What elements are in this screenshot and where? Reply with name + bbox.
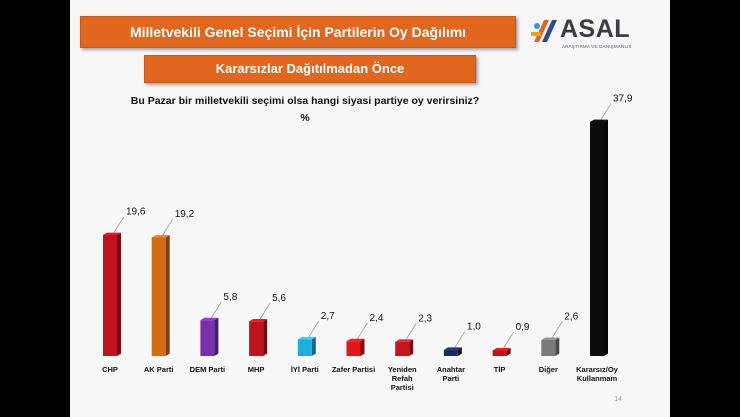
value-label: 2,3	[418, 313, 432, 324]
bar	[346, 341, 361, 356]
bar-top	[346, 338, 365, 342]
bar-top	[492, 348, 511, 351]
category-label: Anahtar Parti	[437, 365, 465, 383]
leader-line	[357, 322, 368, 339]
bar	[395, 341, 410, 356]
bar-top	[200, 317, 219, 321]
leader-line	[600, 103, 612, 120]
category-label: Zafer Partisi	[332, 365, 375, 374]
leader-line	[551, 321, 563, 338]
bar-top	[297, 336, 316, 340]
bar-side	[311, 336, 316, 356]
category-label: DEM Parti	[190, 365, 225, 374]
bar-top	[103, 232, 121, 235]
category-label: Yeniden Refah Partisi	[388, 365, 417, 392]
bar	[249, 321, 264, 356]
bar	[151, 237, 166, 356]
bar	[297, 339, 312, 356]
value-label: 0,9	[516, 322, 530, 333]
bar-side	[506, 348, 511, 356]
bar-side	[360, 338, 365, 356]
value-label: 1,0	[467, 321, 481, 332]
bar-side	[214, 317, 219, 356]
bar-top	[395, 339, 414, 342]
bar	[590, 121, 604, 356]
bar-top	[541, 337, 560, 340]
category-label: AK Parti	[144, 365, 174, 374]
bar-side	[263, 319, 268, 356]
value-label: 19,2	[175, 209, 195, 220]
value-label: 5,8	[223, 292, 237, 303]
category-label: Diğer	[539, 365, 558, 374]
leader-line	[259, 302, 271, 320]
survey-question: Bu Pazar bir milletvekili seçimi olsa ha…	[130, 95, 480, 107]
bar-top	[151, 235, 170, 238]
leader-line	[113, 216, 125, 233]
bar-top	[443, 347, 462, 350]
bar	[492, 350, 507, 356]
bar-top	[249, 319, 268, 322]
page-number: 14	[614, 396, 622, 403]
asal-logo: ASAL ARAŞTIRMA VE DANIŞMANLIK	[530, 14, 640, 49]
value-label: 2,6	[564, 312, 578, 323]
leader-line	[308, 320, 320, 338]
page-title: Milletvekili Genel Seçimi İçin Partileri…	[80, 16, 516, 48]
unit-label: %	[300, 112, 310, 124]
category-label: TİP	[494, 365, 506, 374]
category-label: CHP	[102, 365, 118, 374]
bar-side	[117, 232, 121, 356]
value-label: 5,6	[272, 293, 286, 304]
value-label: 37,9	[613, 94, 633, 105]
logo-tagline: ARAŞTIRMA VE DANIŞMANLIK	[562, 44, 632, 49]
bar	[200, 320, 215, 356]
bar-side	[604, 119, 608, 356]
slide: Milletvekili Genel Seçimi İçin Partileri…	[70, 0, 670, 417]
bar-chart: 19,6 CHP 19,2 AK Parti 5,8 DEM Parti 5,6 MHP 2,7…	[102, 94, 633, 392]
bar-side	[457, 347, 462, 356]
bar	[443, 349, 458, 356]
category-label: Kararsız/Oy Kullanmam	[576, 365, 619, 383]
bar-top	[590, 119, 608, 122]
value-label: 2,4	[370, 313, 384, 324]
leader-line	[503, 331, 514, 349]
bar	[103, 234, 117, 356]
logo-name: ASAL	[560, 15, 631, 43]
bar-side	[409, 339, 414, 356]
category-label: İYİ Parti	[291, 365, 319, 374]
page-subtitle: Kararsızlar Dağıtılmadan Önce	[144, 55, 476, 83]
leader-line	[454, 331, 466, 348]
leader-line	[162, 218, 174, 236]
leader-line	[405, 323, 417, 340]
bar-side	[555, 337, 560, 356]
value-label: 2,7	[321, 311, 335, 322]
value-label: 19,6	[126, 207, 146, 218]
leader-line	[211, 301, 222, 318]
category-label: MHP	[248, 365, 265, 374]
logo-mark-icon	[531, 20, 557, 42]
bar	[541, 339, 556, 356]
bar-side	[165, 235, 170, 356]
